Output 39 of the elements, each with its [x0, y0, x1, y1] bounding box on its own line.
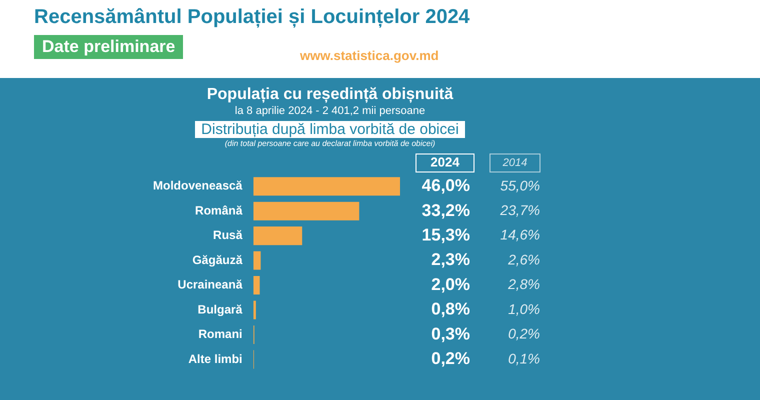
text: la 8 aprilie 2024 - 2 401,2 mii persoane	[234, 105, 426, 117]
text: 2,8%	[507, 276, 540, 292]
data-label: 33,2%	[422, 200, 470, 220]
bar	[253, 300, 256, 320]
data-label: 0,3%	[431, 324, 470, 344]
text: 2014	[502, 157, 528, 170]
data-label: 2,0%	[431, 274, 470, 294]
data-label: 0,8%	[431, 300, 470, 319]
data-label: 0,2%	[431, 349, 470, 368]
y-tick-label: Bulgară	[198, 302, 243, 316]
data-label: 15,3%	[422, 226, 470, 244]
data-label: 2,3%	[431, 250, 470, 270]
text: www.statistica.gov.md	[300, 48, 439, 63]
y-tick-label: Alte limbi	[188, 352, 242, 366]
data-label: 46,0%	[422, 176, 470, 196]
y-tick-label: Ucraineană	[178, 278, 243, 292]
text: 14,6%	[500, 226, 540, 243]
text: 2024	[430, 154, 460, 170]
bar	[253, 276, 260, 295]
chart-title: Recensământul Populației și Locuințelor 2024	[34, 6, 471, 29]
y-tick-label: Moldovenească	[152, 178, 243, 193]
text: 0,1%	[508, 350, 540, 366]
text: 23,7%	[499, 202, 540, 218]
text: 2,6%	[507, 251, 540, 268]
text: Date preliminare	[34, 35, 184, 59]
text: Populația cu reședință obișnuită	[206, 86, 454, 104]
bar	[253, 251, 261, 270]
text: 55,0%	[500, 177, 540, 194]
y-tick-label: Română	[195, 203, 243, 218]
y-tick-label: Rusă	[213, 228, 243, 242]
text: 0,2%	[508, 326, 540, 342]
text: 1,0%	[508, 300, 540, 317]
text: Distribuția după limba vorbită de obicei	[195, 121, 465, 138]
y-tick-label: Găgăuză	[192, 252, 243, 267]
y-tick-label: Romani	[198, 327, 242, 342]
bar	[253, 202, 360, 220]
bar	[253, 226, 302, 246]
bar	[253, 177, 400, 196]
text: (din total persoane care au declarat limba vorbită de obicei)	[224, 139, 436, 148]
